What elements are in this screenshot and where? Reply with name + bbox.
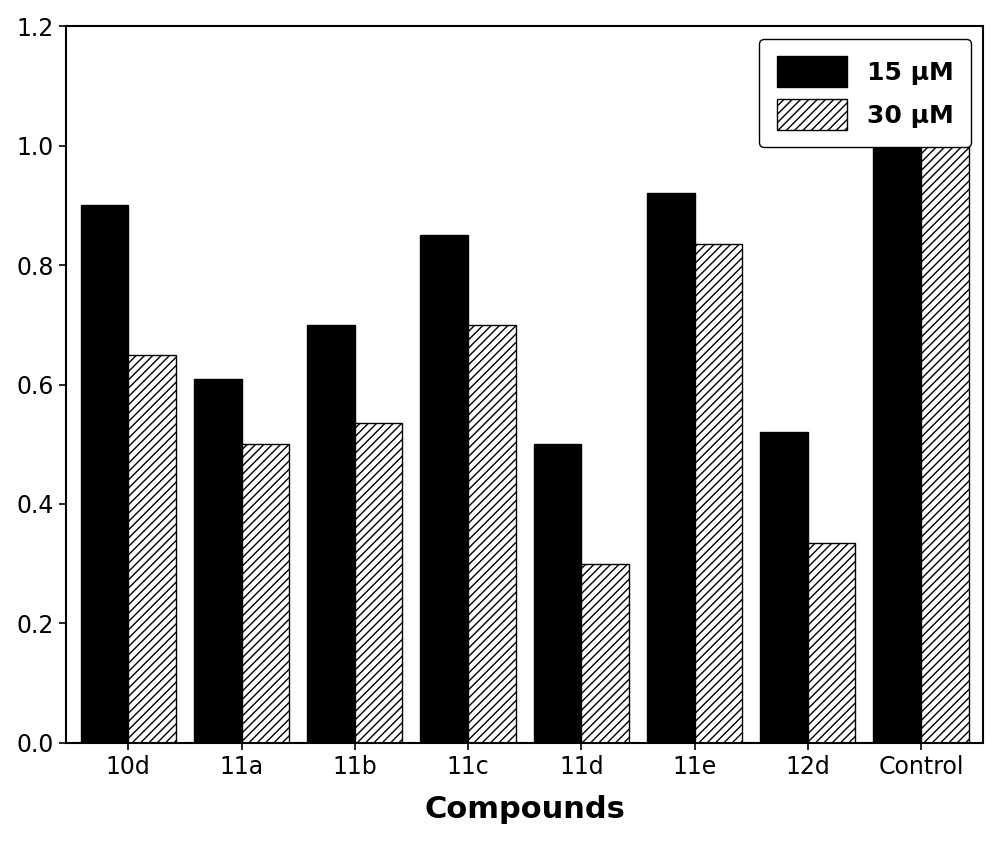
Legend: 15 μM, 30 μM: 15 μM, 30 μM (759, 39, 971, 147)
Bar (921, 145, 969, 743)
Bar (128, 355, 176, 743)
Bar (242, 444, 289, 743)
Bar (355, 423, 402, 743)
Bar (760, 432, 808, 743)
Bar (534, 444, 581, 743)
Bar (420, 235, 468, 743)
Bar (81, 205, 128, 743)
Bar (647, 193, 695, 743)
Bar (873, 145, 921, 743)
Bar (307, 325, 355, 743)
X-axis label: Compounds: Compounds (424, 796, 625, 824)
Bar (581, 563, 629, 743)
Bar (468, 325, 516, 743)
Bar (808, 542, 855, 743)
Bar (194, 378, 242, 743)
Bar (695, 244, 742, 743)
